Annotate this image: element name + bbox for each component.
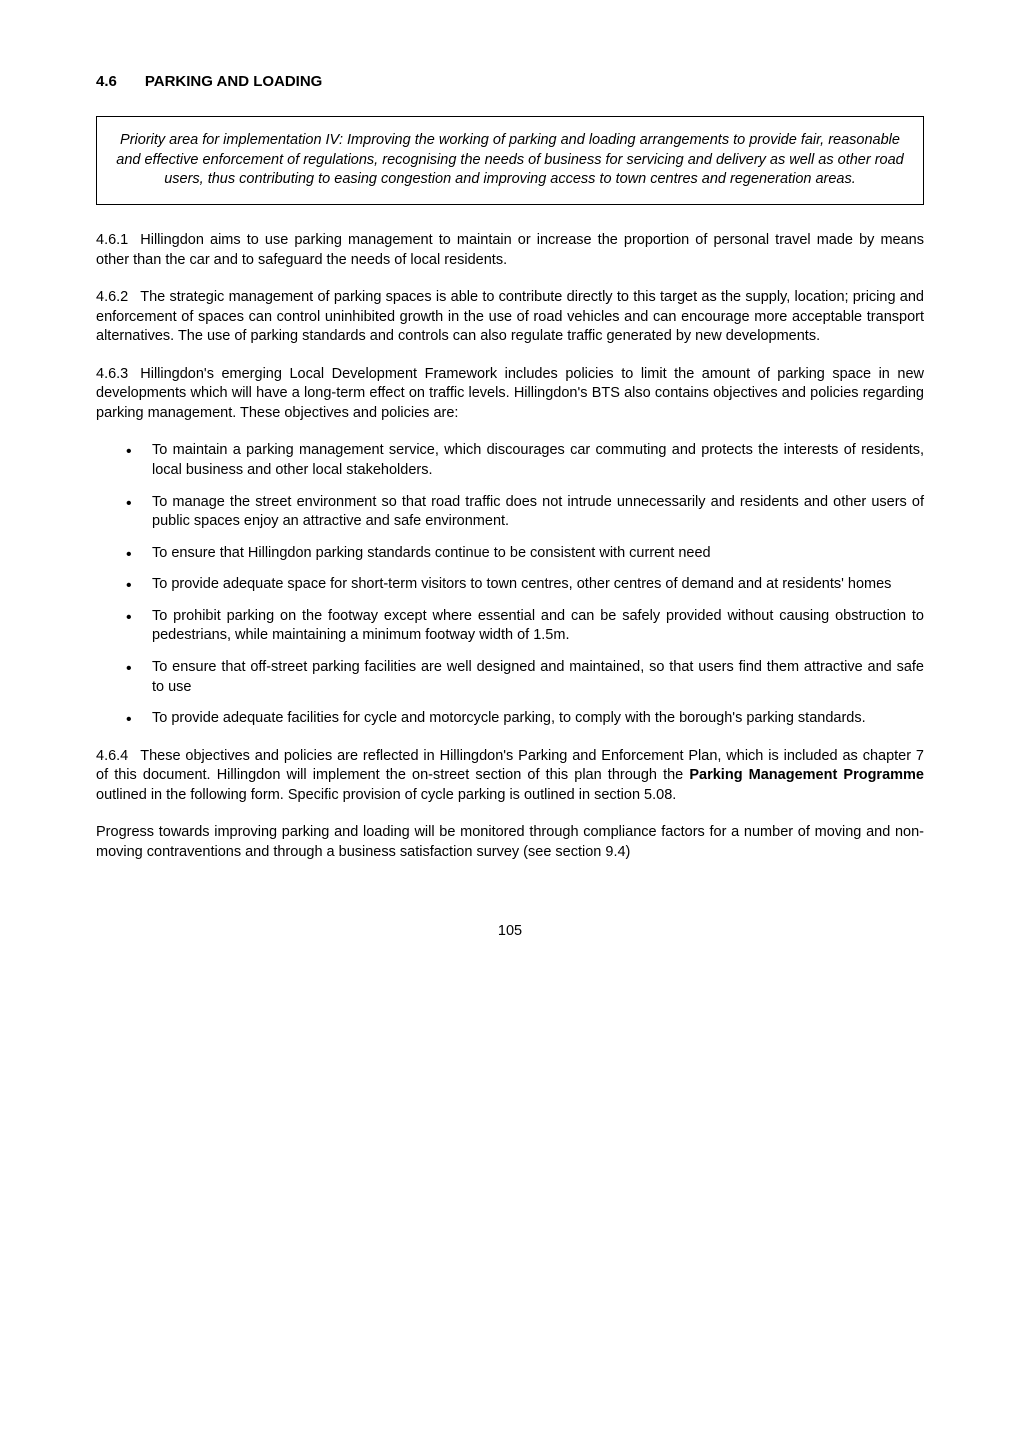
paragraph-progress: Progress towards improving parking and l… xyxy=(96,823,924,862)
para-number: 4.6.2 xyxy=(96,289,128,305)
section-number: 4.6 xyxy=(96,72,117,92)
paragraph-4-6-1: 4.6.1Hillingdon aims to use parking mana… xyxy=(96,231,924,270)
para-text: Hillingdon's emerging Local Development … xyxy=(96,366,924,421)
paragraph-4-6-2: 4.6.2The strategic management of parking… xyxy=(96,288,924,347)
list-item: To ensure that off-street parking facili… xyxy=(96,658,924,697)
bullet-list: To maintain a parking management service… xyxy=(96,441,924,728)
section-title: PARKING AND LOADING xyxy=(145,73,323,90)
para-number: 4.6.3 xyxy=(96,366,128,382)
para-bold: Parking Management Programme xyxy=(689,767,924,783)
priority-box: Priority area for implementation IV: Imp… xyxy=(96,116,924,205)
para-text: Hillingdon aims to use parking managemen… xyxy=(96,232,924,268)
list-item: To manage the street environment so that… xyxy=(96,493,924,532)
list-item: To provide adequate space for short-term… xyxy=(96,575,924,595)
para-number: 4.6.1 xyxy=(96,232,128,248)
paragraph-4-6-3: 4.6.3Hillingdon's emerging Local Develop… xyxy=(96,365,924,424)
para-number: 4.6.4 xyxy=(96,748,128,764)
list-item: To prohibit parking on the footway excep… xyxy=(96,607,924,646)
paragraph-4-6-4: 4.6.4These objectives and policies are r… xyxy=(96,747,924,806)
list-item: To provide adequate facilities for cycle… xyxy=(96,709,924,729)
para-text: Progress towards improving parking and l… xyxy=(96,824,924,860)
list-item: To maintain a parking management service… xyxy=(96,441,924,480)
para-text-b: outlined in the following form. Specific… xyxy=(96,787,676,803)
page-number: 105 xyxy=(96,922,924,942)
priority-box-text: Priority area for implementation IV: Imp… xyxy=(116,132,903,187)
para-text: The strategic management of parking spac… xyxy=(96,289,924,344)
list-item: To ensure that Hillingdon parking standa… xyxy=(96,544,924,564)
section-heading: 4.6 PARKING AND LOADING xyxy=(96,72,924,92)
